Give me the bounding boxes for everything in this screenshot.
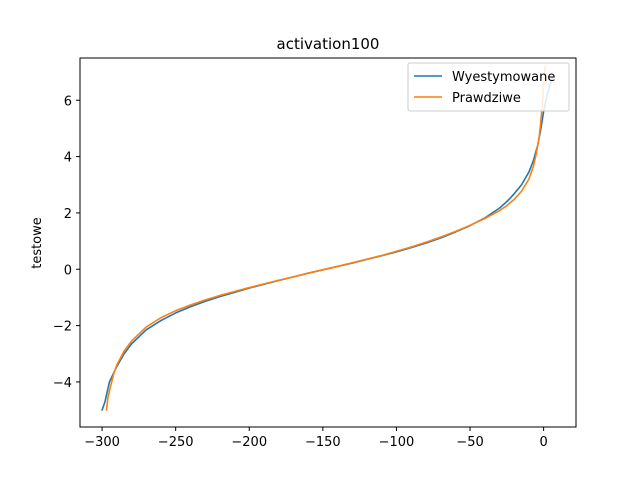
legend-label: Wyestymowane (452, 70, 555, 85)
x-tick-label: −50 (456, 435, 483, 450)
y-axis-label: testowe (30, 217, 45, 269)
y-tick-label: −4 (53, 376, 72, 391)
x-tick-label: −200 (231, 435, 267, 450)
x-tick-label: −300 (84, 435, 120, 450)
y-tick-label: 0 (64, 263, 72, 278)
y-tick-label: 4 (64, 151, 72, 166)
legend-box (407, 62, 570, 112)
series-lines (101, 65, 554, 411)
chart-title: activation100 (277, 35, 380, 53)
x-tick-label: −100 (379, 435, 415, 450)
y-tick-label: 6 (64, 94, 72, 109)
x-tick-label: 0 (539, 435, 547, 450)
y-axis-ticks: −4 −2 0 2 4 6 (53, 94, 80, 391)
x-axis-ticks: −300 −250 −200 −150 −100 −50 0 (84, 427, 548, 450)
y-tick-label: 2 (64, 207, 72, 222)
y-tick-label: −2 (53, 320, 72, 335)
x-tick-label: −250 (158, 435, 194, 450)
plot-frame (79, 57, 577, 428)
legend-label: Prawdziwe (452, 91, 521, 106)
x-tick-label: −150 (305, 435, 341, 450)
legend: Wyestymowane Prawdziwe (407, 62, 570, 112)
series-line-1 (105, 65, 546, 411)
